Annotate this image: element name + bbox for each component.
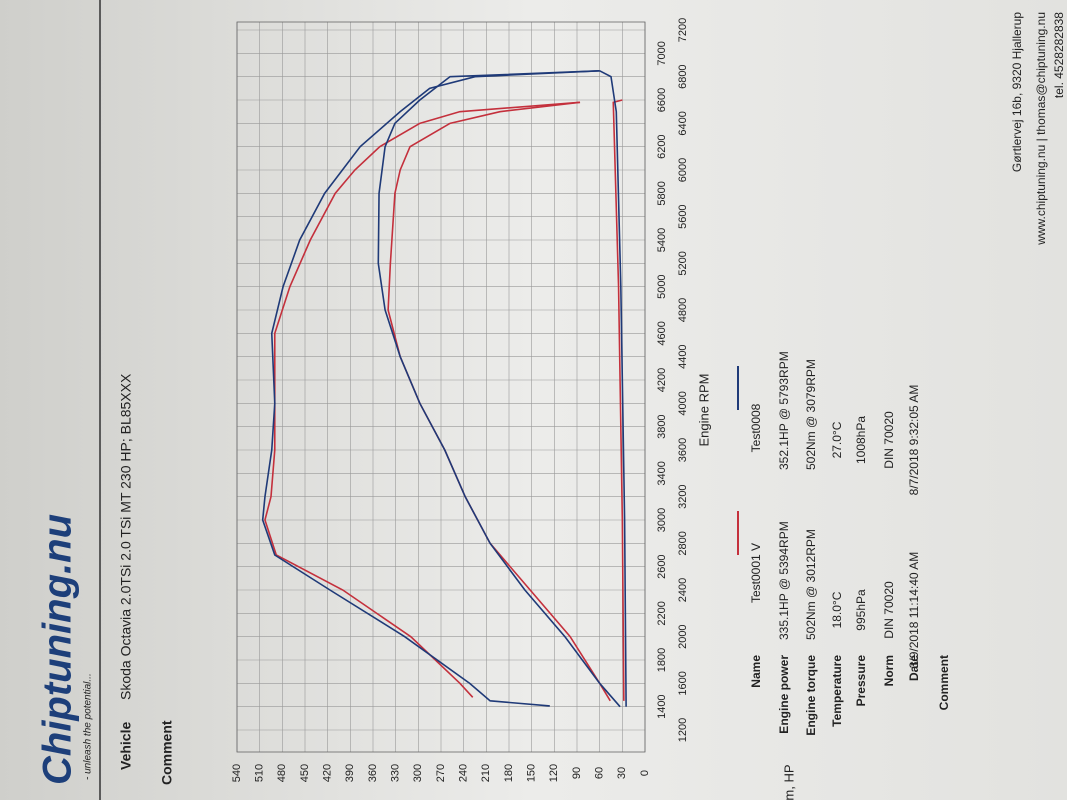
y-tick-label: 210	[480, 764, 492, 782]
x-tick-label: 2400	[677, 578, 689, 602]
y-tick-label: 150	[526, 764, 538, 782]
x-tick-label: 5200	[677, 251, 689, 275]
x-tick-label: 5600	[677, 204, 689, 228]
x-tick-label: 3000	[656, 508, 668, 532]
x-tick-label: 3600	[677, 438, 689, 462]
x-tick-label: 4800	[677, 298, 689, 322]
table-value: DIN 70020	[882, 581, 896, 639]
y-tick-label: 300	[412, 764, 424, 782]
x-tick-label: 4400	[677, 344, 689, 368]
table-label: Temperature	[830, 655, 844, 727]
x-tick-label: 2600	[656, 554, 668, 578]
y-tick-label: 270	[435, 764, 447, 782]
x-tick-label: 4600	[656, 321, 668, 345]
y-tick-label: 330	[390, 764, 402, 782]
y-tick-label: 420	[322, 764, 334, 782]
y-tick-label: 360	[367, 764, 379, 782]
x-tick-label: 7200	[677, 18, 689, 42]
vehicle-label: Vehicle	[118, 722, 134, 770]
y-tick-label: 540	[231, 764, 243, 782]
x-tick-label: 2200	[656, 601, 668, 625]
table-label: Date	[907, 655, 921, 681]
x-tick-label: 2000	[677, 624, 689, 648]
comment-label: Comment	[159, 720, 175, 785]
legend-label: Test0008	[749, 403, 763, 452]
table-value: 1008hPa	[854, 416, 868, 464]
y-axis-label: Nm, HP	[781, 765, 796, 800]
y-tick-label: 0	[639, 770, 651, 776]
table-value: 18.0°C	[830, 591, 844, 628]
y-tick-label: 510	[254, 764, 266, 782]
vehicle: Skoda Octavia 2.0TSi 2.0 TSi MT 230 HP; …	[118, 373, 134, 700]
x-axis-label: Engine RPM	[696, 374, 711, 447]
x-tick-label: 6000	[677, 158, 689, 182]
curve	[599, 70, 627, 707]
table-value: 502Nm @ 3012RPM	[804, 529, 818, 640]
table-label: Pressure	[854, 655, 868, 707]
y-tick-label: 60	[594, 767, 606, 779]
table-label: Norm	[882, 655, 896, 686]
x-tick-label: 6600	[656, 88, 668, 112]
web: www.chiptuning.nu | thomas@chiptuning.nu	[1034, 12, 1048, 246]
x-tick-label: 3200	[677, 484, 689, 508]
address: Gørtlervej 16b, 9320 Hjallerup	[1010, 12, 1024, 172]
table-value: 8/7/2018 9:32:05 AM	[907, 385, 921, 496]
x-tick-label: 6400	[677, 111, 689, 135]
x-tick-label: 6800	[677, 64, 689, 88]
curve	[612, 99, 625, 701]
y-tick-label: 480	[276, 764, 288, 782]
y-tick-label: 240	[458, 764, 470, 782]
x-tick-label: 4200	[656, 368, 668, 392]
table-value: 502Nm @ 3079RPM	[804, 359, 818, 470]
table-value: 27.0°C	[830, 421, 844, 458]
x-tick-label: 4000	[677, 391, 689, 415]
table-value: 352.1HP @ 5793RPM	[777, 351, 791, 470]
table-label: Comment	[937, 655, 951, 710]
y-tick-label: 390	[344, 764, 356, 782]
curve	[387, 101, 611, 702]
table-value: 335.1HP @ 5394RPM	[777, 521, 791, 640]
x-tick-label: 1800	[656, 648, 668, 672]
table-value: DIN 70020	[882, 411, 896, 469]
x-tick-label: 3800	[656, 414, 668, 438]
y-tick-label: 30	[616, 767, 628, 779]
table-label: Engine power	[777, 655, 791, 734]
x-tick-label: 1600	[677, 671, 689, 695]
x-tick-label: 6200	[656, 134, 668, 158]
table-value: 3/9/2018 11:14:40 AM	[907, 552, 921, 669]
phone: tel. 4528282838	[1052, 12, 1066, 98]
table-value: 995hPa	[854, 589, 868, 631]
table-label: Engine torque	[804, 655, 818, 736]
x-tick-label: 5000	[656, 274, 668, 298]
y-tick-label: 120	[548, 764, 560, 782]
x-tick-label: 5800	[656, 181, 668, 205]
table-label: Name	[749, 655, 763, 688]
y-tick-label: 180	[503, 764, 515, 782]
x-tick-label: 5400	[656, 228, 668, 252]
x-tick-label: 3400	[656, 461, 668, 485]
curve	[377, 70, 621, 708]
x-tick-label: 1400	[656, 694, 668, 718]
y-tick-label: 450	[299, 764, 311, 782]
curve	[261, 70, 600, 707]
y-tick-label: 90	[571, 767, 583, 779]
legend-label: Test0001 V	[749, 543, 763, 603]
x-tick-label: 2800	[677, 531, 689, 555]
x-tick-label: 1200	[677, 718, 689, 742]
plot-frame	[236, 21, 646, 753]
brand: Chiptuning.nu	[36, 514, 80, 785]
tagline: - unleash the potential...	[83, 673, 94, 780]
x-tick-label: 7000	[656, 41, 668, 65]
